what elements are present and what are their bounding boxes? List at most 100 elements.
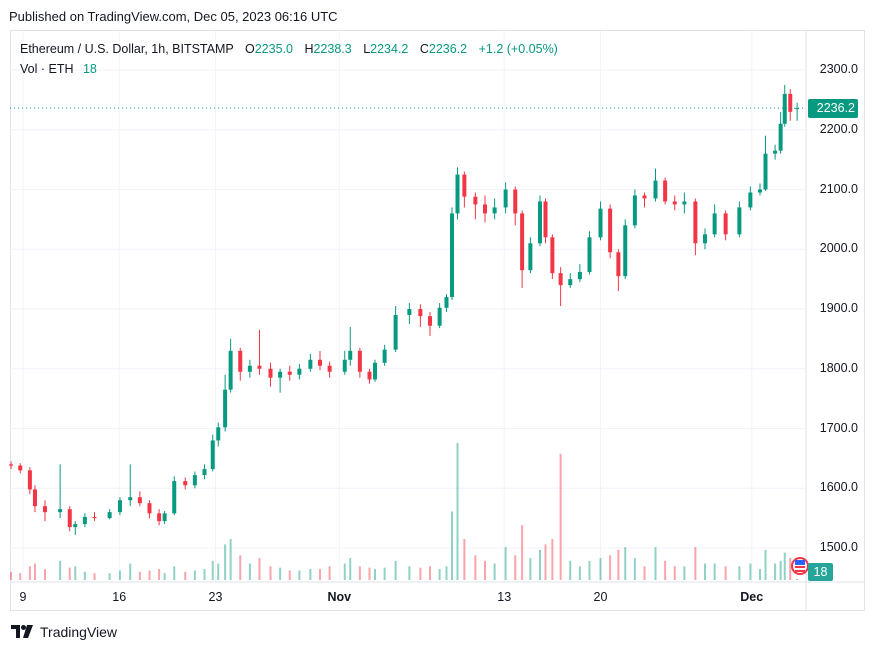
candle-body xyxy=(598,208,603,238)
volume-bar xyxy=(484,560,486,580)
tradingview-logo[interactable]: TradingView xyxy=(11,624,117,640)
candle xyxy=(382,344,387,366)
price-tick-label: 2300.0 xyxy=(819,62,858,76)
price-tick-label: 2200.0 xyxy=(819,121,858,136)
candle-body xyxy=(342,359,347,372)
volume-bars xyxy=(10,443,799,580)
volume-bar xyxy=(129,563,132,580)
candle-body xyxy=(367,371,372,380)
chart-frame xyxy=(10,30,865,611)
volume-bar xyxy=(319,569,321,580)
price-tick-label: 2100.0 xyxy=(819,181,858,196)
candle xyxy=(483,195,487,223)
candle-body xyxy=(43,506,47,513)
volume-label[interactable]: Vol · ETH xyxy=(20,62,74,76)
candle-body xyxy=(513,189,518,214)
volume-bar xyxy=(83,571,86,580)
candle xyxy=(27,467,32,495)
candle xyxy=(642,192,647,208)
candle xyxy=(558,267,563,307)
candle xyxy=(318,350,322,370)
time-tick-label: 20 xyxy=(593,590,608,604)
open-label: O xyxy=(245,42,255,56)
candle xyxy=(202,464,207,480)
candle xyxy=(568,273,573,289)
candle-body xyxy=(437,307,442,326)
price-tick-label: 1900.0 xyxy=(819,301,858,315)
volume-bar xyxy=(643,566,646,580)
candle xyxy=(117,497,122,516)
volume-bar xyxy=(514,555,517,580)
volume-bar xyxy=(704,563,706,580)
price-tick-label: 1600.0 xyxy=(819,480,858,495)
volume-bar xyxy=(578,566,581,580)
candle xyxy=(367,368,372,384)
candle xyxy=(587,231,592,275)
time-tick-label: 23 xyxy=(208,590,223,604)
candle-body xyxy=(382,349,387,363)
volume-bar xyxy=(694,547,697,580)
volume-bar xyxy=(358,566,361,580)
volume-bar xyxy=(451,511,453,580)
candle-body xyxy=(444,297,449,308)
volume-row: Vol · ETH 18 xyxy=(20,59,558,79)
candle-body xyxy=(632,195,637,226)
candle-body xyxy=(393,314,398,350)
candle-body xyxy=(483,204,487,214)
candle xyxy=(183,477,188,490)
candle xyxy=(462,171,467,208)
candle xyxy=(18,463,23,474)
volume-bar xyxy=(493,563,496,580)
candle xyxy=(520,210,525,289)
close-label: C xyxy=(419,42,429,56)
candle xyxy=(418,304,423,327)
volume-bar xyxy=(456,443,459,580)
candle-body xyxy=(228,350,233,390)
candle xyxy=(616,249,621,292)
candle xyxy=(712,204,717,238)
time-tick-label: 16 xyxy=(112,590,127,604)
candle-body xyxy=(67,509,72,528)
candle-body xyxy=(737,207,742,235)
candle-body xyxy=(183,481,188,486)
price-tick-label: 1500.0 xyxy=(819,540,858,554)
tradingview-logo-icon xyxy=(11,625,33,638)
volume-bar xyxy=(59,560,62,580)
candle xyxy=(278,368,283,393)
candle-body xyxy=(577,271,582,280)
volume-bar xyxy=(203,569,206,580)
candle xyxy=(795,102,800,121)
volume-bar xyxy=(239,555,242,580)
candle xyxy=(107,509,112,520)
candle xyxy=(73,521,78,535)
candle-body xyxy=(763,153,768,190)
candle-body xyxy=(418,309,423,317)
candle xyxy=(778,111,783,154)
volume-bar xyxy=(343,563,346,580)
candle-body xyxy=(268,368,273,378)
volume-bar xyxy=(429,566,431,580)
candle-body xyxy=(712,213,717,235)
volume-bar xyxy=(374,569,376,580)
volume-bar xyxy=(724,566,727,580)
candle-body xyxy=(58,509,63,513)
candle xyxy=(737,201,742,238)
candle xyxy=(137,491,142,507)
volume-bar xyxy=(349,558,352,580)
candle xyxy=(682,192,687,214)
volume-bar xyxy=(279,567,282,580)
volume-bar xyxy=(74,566,77,580)
volume-bar xyxy=(783,552,786,580)
last-price-badge: 2236.2 xyxy=(808,99,858,118)
candle-body xyxy=(247,365,252,372)
symbol-title[interactable]: Ethereum / U.S. Dollar, 1h, BITSTAMP xyxy=(20,42,234,56)
candle-body xyxy=(778,123,783,151)
candle-body xyxy=(278,371,283,378)
volume-bar xyxy=(521,525,524,580)
volume-bar xyxy=(68,567,71,580)
candle xyxy=(128,464,133,507)
candle-body xyxy=(407,309,412,315)
volume-bar xyxy=(193,570,196,580)
change-value: +1.2 (+0.05%) xyxy=(478,42,558,56)
